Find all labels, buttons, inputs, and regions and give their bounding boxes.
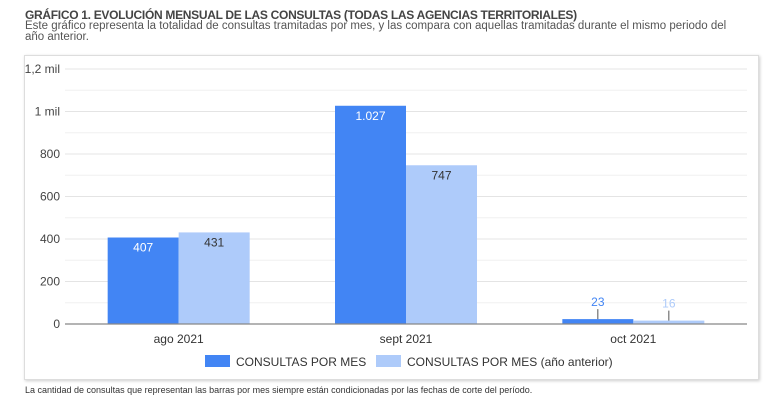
bar bbox=[562, 319, 634, 324]
data-label: 1.027 bbox=[355, 109, 385, 123]
y-tick-label: 1 mil bbox=[35, 105, 60, 119]
data-label: 16 bbox=[662, 297, 676, 311]
bar bbox=[335, 105, 406, 324]
bar bbox=[107, 237, 179, 324]
chart-title: GRÁFICO 1. EVOLUCIÓN MENSUAL DE LAS CONS… bbox=[25, 8, 577, 22]
bar bbox=[178, 232, 250, 324]
data-label: 431 bbox=[204, 235, 224, 249]
data-label: 23 bbox=[591, 295, 605, 309]
data-label: 407 bbox=[133, 241, 153, 255]
x-tick-label: ago 2021 bbox=[154, 332, 204, 346]
data-label: 747 bbox=[431, 168, 451, 182]
y-tick-label: 400 bbox=[40, 232, 60, 246]
footer-note: La cantidad de consultas que representan… bbox=[25, 385, 533, 395]
legend-swatch bbox=[376, 355, 401, 367]
bar bbox=[406, 165, 477, 324]
y-tick-label: 1,2 mil bbox=[25, 62, 60, 76]
legend-swatch bbox=[205, 355, 230, 367]
x-tick-label: sept 2021 bbox=[380, 332, 433, 346]
y-tick-label: 0 bbox=[53, 317, 60, 331]
legend-label: CONSULTAS POR MES bbox=[236, 355, 366, 369]
chart-subtitle: Este gráfico representa la totalidad de … bbox=[25, 20, 727, 43]
y-tick-label: 600 bbox=[40, 190, 60, 204]
y-tick-label: 800 bbox=[40, 147, 60, 161]
legend-label: CONSULTAS POR MES (año anterior) bbox=[407, 355, 613, 369]
y-tick-label: 200 bbox=[40, 275, 60, 289]
bar bbox=[633, 320, 705, 324]
x-tick-label: oct 2021 bbox=[610, 332, 656, 346]
